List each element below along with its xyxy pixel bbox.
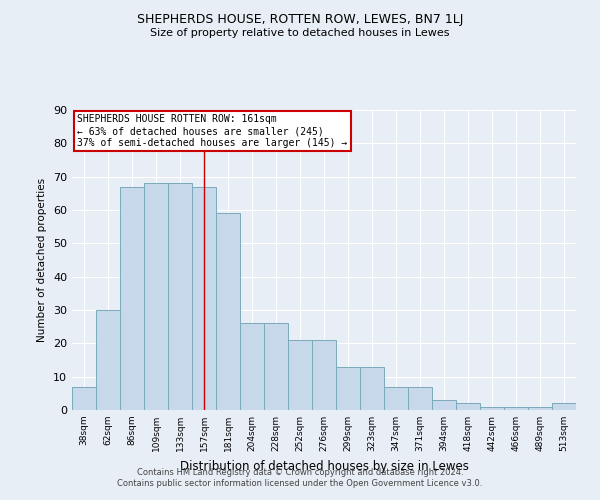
Bar — [312, 340, 336, 410]
Text: SHEPHERDS HOUSE, ROTTEN ROW, LEWES, BN7 1LJ: SHEPHERDS HOUSE, ROTTEN ROW, LEWES, BN7 … — [137, 12, 463, 26]
Bar — [264, 324, 288, 410]
Bar — [480, 406, 504, 410]
Bar — [240, 324, 264, 410]
Bar — [96, 310, 120, 410]
Text: Contains HM Land Registry data © Crown copyright and database right 2024.
Contai: Contains HM Land Registry data © Crown c… — [118, 468, 482, 487]
Bar — [456, 404, 480, 410]
Bar — [504, 406, 528, 410]
X-axis label: Distribution of detached houses by size in Lewes: Distribution of detached houses by size … — [179, 460, 469, 472]
Text: Size of property relative to detached houses in Lewes: Size of property relative to detached ho… — [150, 28, 450, 38]
Bar — [144, 184, 168, 410]
Y-axis label: Number of detached properties: Number of detached properties — [37, 178, 47, 342]
Bar — [192, 186, 216, 410]
Bar — [360, 366, 384, 410]
Bar — [408, 386, 432, 410]
Bar — [384, 386, 408, 410]
Bar — [432, 400, 456, 410]
Bar — [288, 340, 312, 410]
Bar — [120, 186, 144, 410]
Bar — [168, 184, 192, 410]
Bar — [336, 366, 360, 410]
Bar — [552, 404, 576, 410]
Bar — [72, 386, 96, 410]
Bar — [528, 406, 552, 410]
Bar — [216, 214, 240, 410]
Text: SHEPHERDS HOUSE ROTTEN ROW: 161sqm
← 63% of detached houses are smaller (245)
37: SHEPHERDS HOUSE ROTTEN ROW: 161sqm ← 63%… — [77, 114, 347, 148]
